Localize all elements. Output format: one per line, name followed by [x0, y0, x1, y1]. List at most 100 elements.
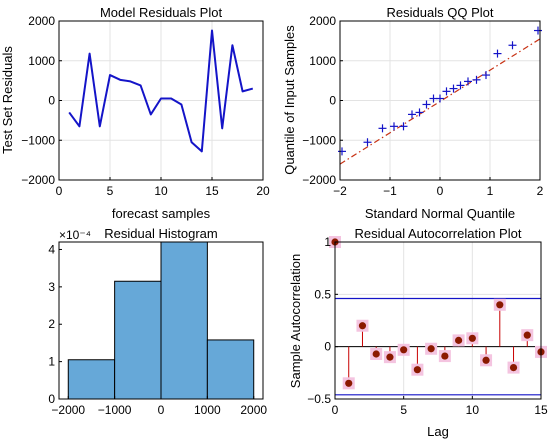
x-tick-label: −2000: [51, 403, 85, 417]
qq-point: [493, 49, 502, 58]
acf-marker: [482, 356, 490, 364]
y-tick-label: 3: [48, 280, 55, 294]
p2-xlabel: Standard Normal Quantile: [365, 206, 515, 221]
panel-qq-plot: −2 −1 0 1 2 −2000 −1000 0 1000 2000 Residuals QQ …: [282, 5, 544, 221]
qq-point: [363, 138, 372, 147]
p2-ticks: −2 −1 0 1 2 −2000 −1000 0 1000 2000: [302, 14, 543, 198]
p1-ylabel: Test Set Residuals: [0, 46, 15, 154]
p2-title: Residuals QQ Plot: [387, 5, 494, 20]
p4-ticks: 0 5 10 15−0.500.51: [307, 235, 548, 417]
y-tick-label: −1000: [21, 133, 55, 147]
x-tick-label: −2: [333, 184, 347, 198]
x-tick-label: 15: [205, 184, 219, 198]
qq-point: [408, 110, 416, 119]
qq-point: [456, 81, 465, 90]
x-tick-label: 1000: [194, 403, 221, 417]
qq-point: [378, 124, 387, 133]
qq-point: [442, 87, 451, 96]
y-tick-label: 2000: [309, 14, 336, 28]
p3-ticks: −2000 −1000 0 1000 2000 0 1 2 3 4: [48, 242, 267, 417]
qq-point: [415, 108, 424, 117]
x-tick-label: 2: [537, 184, 544, 198]
y-tick-label: 0: [329, 94, 336, 108]
p1-ticks: 0 5 10 15 20 −2000 −1000 0 1000 2000: [21, 14, 270, 198]
p1-marks: [68, 29, 254, 153]
p1-title: Model Residuals Plot: [100, 5, 223, 20]
acf-marker: [496, 301, 504, 309]
x-tick-label: 10: [154, 184, 168, 198]
acf-marker: [523, 331, 531, 339]
x-tick-label: 0: [56, 184, 63, 198]
x-tick-label: 0: [158, 403, 165, 417]
y-tick-label: 0: [324, 340, 331, 354]
x-tick-label: 0: [437, 184, 444, 198]
acf-marker: [358, 322, 367, 330]
p4-axes-box: [334, 241, 542, 400]
p3-marks: [67, 241, 255, 400]
p2-marks: [338, 26, 542, 165]
qq-point: [338, 147, 346, 156]
y-tick-label: 2000: [28, 14, 55, 28]
y-tick-label: −1000: [302, 133, 336, 147]
histogram-bar: [160, 241, 208, 400]
p3-title: Residual Histogram: [104, 226, 217, 241]
y-tick-label: 1000: [309, 54, 336, 68]
panel-model-residuals: 0 5 10 15 20 −2000 −1000 0 1000 2000 Model Residu…: [0, 5, 270, 221]
p4-ylabel: Sample Autocorrelation: [288, 254, 303, 388]
qq-point: [482, 71, 490, 80]
x-tick-label: −1000: [98, 403, 132, 417]
qq-point: [399, 122, 408, 131]
histogram-bar: [67, 359, 116, 400]
panel-histogram: −2000 −1000 0 1000 2000 0 1 2 3 4 Residual Histog…: [48, 226, 267, 417]
acf-marker: [372, 350, 380, 358]
acf-marker: [509, 364, 518, 372]
acf-marker: [455, 336, 463, 344]
y-tick-label: 0.5: [314, 287, 331, 301]
x-tick-label: 5: [107, 184, 114, 198]
qq-point: [472, 75, 481, 84]
qq-point: [436, 94, 444, 103]
qq-point: [508, 41, 517, 50]
residual-series-line: [68, 29, 254, 153]
p3-exponent: ×10⁻⁴: [59, 228, 91, 242]
acf-marker: [345, 379, 353, 387]
histogram-bar: [114, 280, 162, 400]
x-tick-label: 20: [256, 184, 270, 198]
p1-xlabel: forecast samples: [112, 206, 211, 221]
p2-ylabel: Quantile of Input Samples: [282, 25, 297, 175]
y-tick-label: 2: [48, 317, 55, 331]
x-tick-label: 0: [332, 403, 339, 417]
y-tick-label: 0: [48, 94, 55, 108]
y-tick-label: −2000: [21, 173, 55, 187]
x-tick-label: −1: [383, 184, 397, 198]
y-tick-label: −2000: [302, 173, 336, 187]
y-tick-label: −0.5: [307, 392, 331, 406]
qq-point: [422, 100, 431, 109]
y-tick-label: 1: [48, 355, 55, 369]
acf-marker: [400, 346, 408, 354]
histogram-bar: [206, 339, 255, 400]
p4-xlabel: Lag: [427, 424, 449, 439]
y-tick-label: 1: [324, 235, 331, 249]
x-tick-label: 15: [534, 403, 548, 417]
y-tick-label: 0: [48, 392, 55, 406]
p4-title: Residual Autocorrelation Plot: [355, 226, 522, 241]
qq-point: [449, 84, 458, 93]
panel-autocorrelation: 0 5 10 15−0.500.51 Residual Autocorrelation…: [288, 226, 548, 439]
qq-point: [534, 26, 542, 35]
acf-marker: [427, 345, 435, 353]
acf-marker: [441, 352, 449, 360]
acf-marker: [468, 334, 476, 342]
x-tick-label: 5: [400, 403, 407, 417]
x-tick-label: 2000: [240, 403, 267, 417]
acf-marker: [386, 353, 394, 361]
y-tick-label: 4: [48, 242, 55, 256]
p4-marks: [329, 236, 547, 396]
x-tick-label: 10: [466, 403, 480, 417]
acf-marker: [413, 366, 421, 374]
qq-point: [464, 77, 472, 86]
y-tick-label: 1000: [28, 54, 55, 68]
qq-point: [390, 122, 398, 131]
x-tick-label: 1: [487, 184, 494, 198]
